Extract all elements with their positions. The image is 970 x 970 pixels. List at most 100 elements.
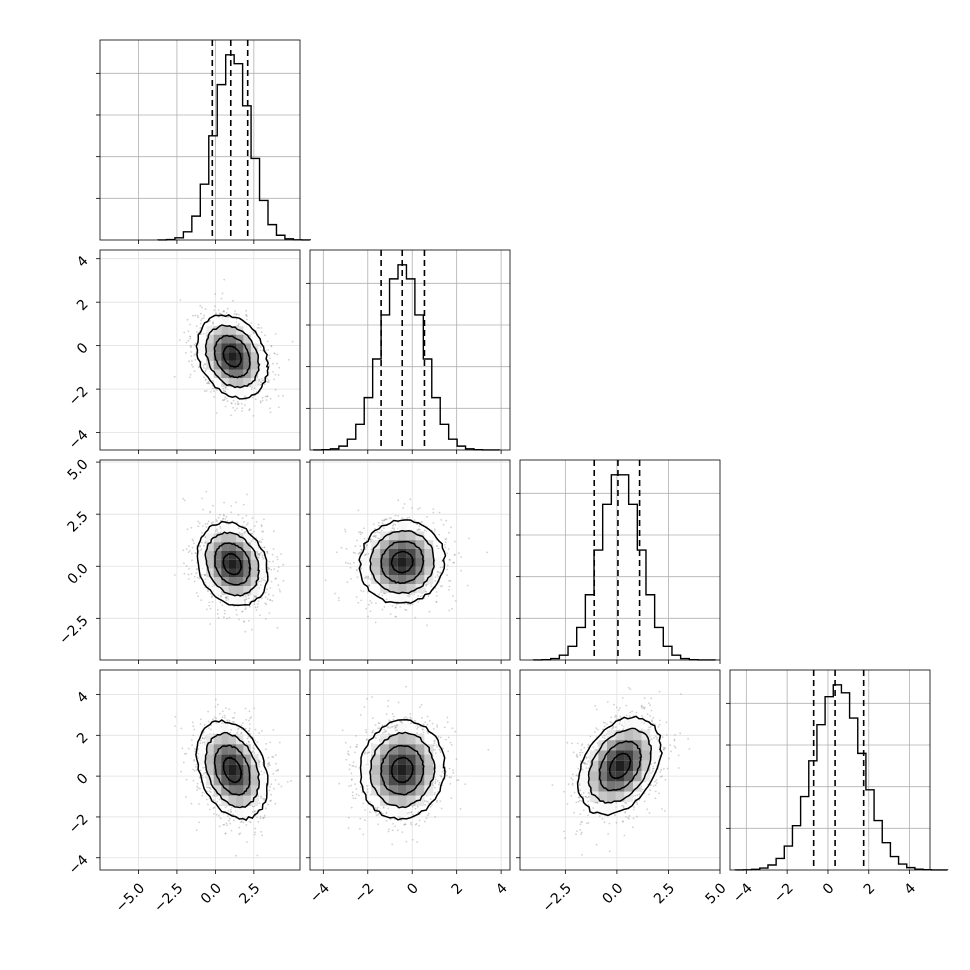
scatter-point [220, 594, 222, 597]
scatter-point [277, 566, 280, 568]
scatter-point [223, 399, 225, 401]
scatter-point [213, 390, 215, 392]
scatter-point [381, 594, 384, 597]
scatter-point [190, 526, 193, 529]
scatter-point [225, 312, 228, 314]
scatter-point [232, 406, 235, 409]
scatter-point [218, 312, 221, 315]
scatter-point [264, 602, 267, 605]
scatter-point [183, 572, 186, 575]
scatter-point [202, 332, 205, 335]
scatter-point [180, 727, 183, 730]
scatter-point [419, 595, 422, 598]
density-cell [397, 584, 407, 593]
scatter-point [199, 739, 202, 742]
scatter-point [384, 518, 386, 521]
hist-panel-3 [726, 669, 949, 874]
scatter-point [199, 333, 202, 336]
scatter-point [278, 588, 281, 591]
scatter-point [268, 364, 271, 367]
density-cell [236, 343, 244, 353]
scatter-point [277, 374, 280, 376]
scatter-point [383, 606, 386, 608]
scatter-point [223, 310, 225, 313]
scatter-point [438, 533, 441, 536]
scatter-point [358, 551, 361, 554]
scatter-point [197, 595, 199, 598]
scatter-point [260, 331, 263, 334]
scatter-point [203, 741, 206, 743]
scatter-point [224, 386, 227, 389]
scatter-point [200, 319, 203, 322]
scatter-point [200, 599, 203, 601]
scatter-point [221, 292, 224, 295]
scatter-point [217, 309, 220, 311]
scatter-point [375, 602, 377, 604]
scatter-point [255, 609, 258, 611]
density-cell [221, 533, 229, 543]
scatter-point [276, 626, 279, 629]
scatter-point [206, 382, 208, 385]
scatter-point [210, 391, 212, 393]
scatter-point [202, 508, 204, 511]
scatter-point [241, 529, 243, 531]
density-cell [371, 584, 381, 593]
scatter-point [192, 539, 195, 542]
scatter-point [264, 618, 267, 620]
scatter-point [190, 552, 193, 555]
scatter-point [193, 354, 196, 357]
scatter-point [232, 399, 235, 402]
scatter-point [337, 597, 340, 599]
density-cell [258, 559, 266, 569]
scatter-point [215, 312, 218, 315]
scatter-point [258, 378, 261, 381]
scatter-point [276, 556, 278, 558]
scatter-point [192, 366, 194, 368]
scatter-point [263, 383, 266, 386]
scatter-point [369, 600, 372, 602]
scatter-point [230, 414, 232, 417]
scatter-point [222, 513, 225, 516]
scatter-point [276, 558, 279, 561]
scatter-point [381, 608, 384, 611]
scatter-point [236, 731, 239, 734]
scatter-point [212, 379, 214, 382]
scatter-point [252, 330, 255, 333]
scatter-point [388, 517, 391, 520]
scatter-point [245, 524, 248, 526]
scatter-point [225, 515, 228, 518]
scatter-point [417, 595, 419, 597]
scatter-point [205, 390, 208, 392]
density-cell [250, 577, 259, 587]
scatter-point [196, 782, 199, 785]
scatter-point [189, 335, 191, 338]
scatter-point [444, 538, 447, 541]
scatter-point [264, 591, 267, 594]
scatter-point [174, 725, 177, 727]
scatter-point [208, 601, 211, 604]
scatter-point [282, 394, 284, 397]
scatter-point [233, 712, 236, 714]
scatter-point [364, 554, 366, 557]
scatter-point [259, 380, 262, 383]
scatter-point [214, 305, 216, 308]
scatter-point [212, 322, 215, 325]
scatter-point [363, 527, 365, 530]
scatter-point [194, 353, 197, 355]
density-cell [258, 352, 266, 361]
scatter-point [251, 396, 254, 399]
scatter-point [367, 615, 369, 618]
scatter-point [365, 576, 367, 579]
scatter-point [266, 588, 268, 591]
scatter-point [392, 523, 395, 526]
density-cell [213, 317, 222, 327]
scatter-point [222, 387, 225, 390]
scatter-point [181, 747, 184, 750]
scatter-point [410, 592, 413, 595]
scatter-point [259, 584, 262, 586]
scatter-point [271, 599, 274, 602]
scatter-point [279, 590, 281, 593]
scatter-point [381, 519, 384, 522]
scatter-point [207, 382, 209, 385]
